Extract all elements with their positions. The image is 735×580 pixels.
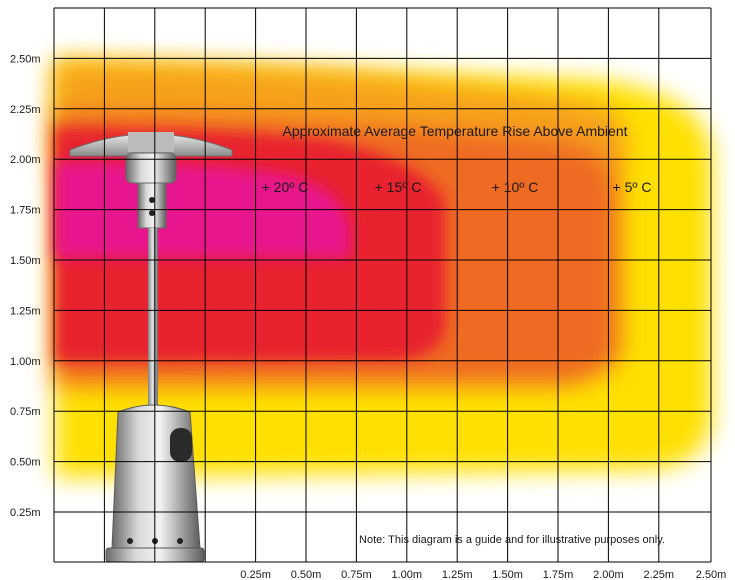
disclaimer-note: Note: This diagram is a guide and for il… (359, 534, 665, 546)
zone-label-20c: + 20º C (262, 179, 309, 195)
zone-label-10c: + 10º C (492, 179, 539, 195)
x-tick-label: 1.00m (392, 569, 423, 580)
y-tick-label: 2.50m (10, 53, 41, 65)
y-tick-label: 1.75m (10, 205, 41, 217)
x-tick-label: 2.50m (696, 569, 727, 580)
y-tick-label: 1.50m (10, 255, 41, 267)
x-tick-label: 1.25m (442, 569, 473, 580)
zone-label-5c: + 5º C (613, 179, 652, 195)
x-tick-label: 1.75m (543, 569, 574, 580)
diagram-title: Approximate Average Temperature Rise Abo… (282, 123, 627, 139)
y-tick-label: 0.75m (10, 406, 41, 418)
y-tick-label: 0.50m (10, 457, 41, 469)
x-tick-label: 0.50m (291, 569, 322, 580)
y-tick-label: 1.25m (10, 305, 41, 317)
y-tick-label: 2.00m (10, 154, 41, 166)
y-tick-label: 2.25m (10, 104, 41, 116)
zone-labels: + 20º C + 15º C + 10º C + 5º C (262, 179, 652, 195)
y-axis-labels: 2.50m 2.25m 2.00m 1.75m 1.50m 1.25m 1.00m 0.75m… (10, 53, 41, 519)
grid-lines (53, 7, 712, 563)
x-tick-label: 0.25m (240, 569, 271, 580)
x-tick-label: 1.50m (492, 569, 523, 580)
x-tick-label: 2.00m (593, 569, 624, 580)
x-tick-label: 2.25m (644, 569, 675, 580)
y-tick-label: 1.00m (10, 356, 41, 368)
x-axis-labels: 0.25m 0.50m 0.75m 1.00m 1.25m 1.50m 1.75m 2.00m… (240, 569, 726, 580)
x-tick-label: 0.75m (341, 569, 372, 580)
zone-label-15c: + 15º C (375, 179, 422, 195)
y-tick-label: 0.25m (10, 507, 41, 519)
